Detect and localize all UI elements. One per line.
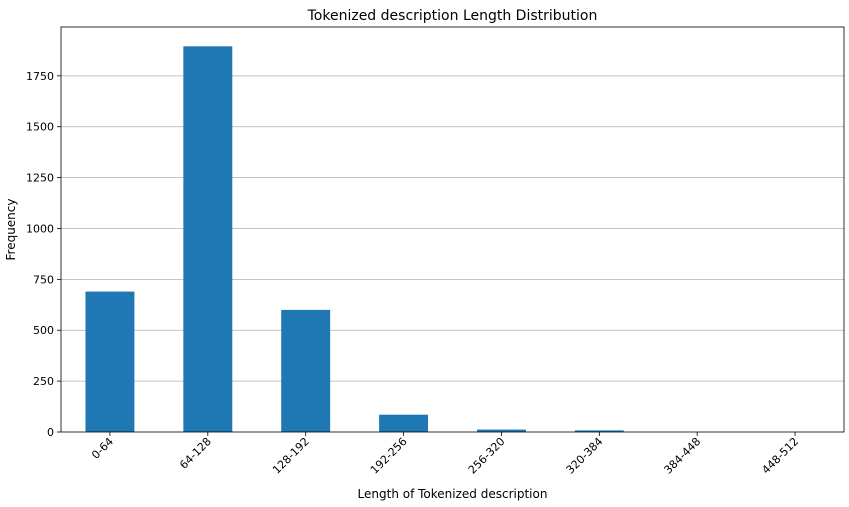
x-tick-label: 320-384 xyxy=(564,435,606,477)
y-tick-label: 750 xyxy=(33,273,54,286)
y-axis: 0 250 500 750 1000 1250 1500 1750 xyxy=(26,70,61,439)
bar xyxy=(183,46,233,433)
y-tick-label: 1250 xyxy=(26,172,54,185)
bar xyxy=(379,414,429,432)
x-tick-label: 192-256 xyxy=(368,435,410,477)
x-axis-label: Length of Tokenized description xyxy=(358,487,548,501)
bar xyxy=(476,429,526,432)
x-tick-label: 448-512 xyxy=(759,435,801,477)
bar xyxy=(574,430,624,432)
y-tick-label: 1750 xyxy=(26,70,54,83)
x-tick-label: 128-192 xyxy=(270,435,312,477)
x-tick-label: 0-64 xyxy=(89,435,116,462)
x-tick-label: 64-128 xyxy=(177,435,214,472)
y-tick-label: 250 xyxy=(33,375,54,388)
bars xyxy=(85,46,624,433)
y-tick-label: 1000 xyxy=(26,222,54,235)
y-axis-label: Frequency xyxy=(4,199,18,261)
x-tick-label: 256-320 xyxy=(466,435,508,477)
y-gridlines xyxy=(61,75,844,382)
y-tick-label: 0 xyxy=(47,426,54,439)
bar xyxy=(85,291,135,432)
plot-frame xyxy=(60,26,845,433)
y-tick-label: 500 xyxy=(33,324,54,337)
bar xyxy=(281,309,331,432)
chart-title: Tokenized description Length Distributio… xyxy=(307,8,598,24)
x-tick-label: 384-448 xyxy=(662,435,704,477)
x-axis: 0-64 64-128 128-192 192-256 256-320 320-384 38… xyxy=(89,432,801,477)
y-tick-label: 1500 xyxy=(26,121,54,134)
